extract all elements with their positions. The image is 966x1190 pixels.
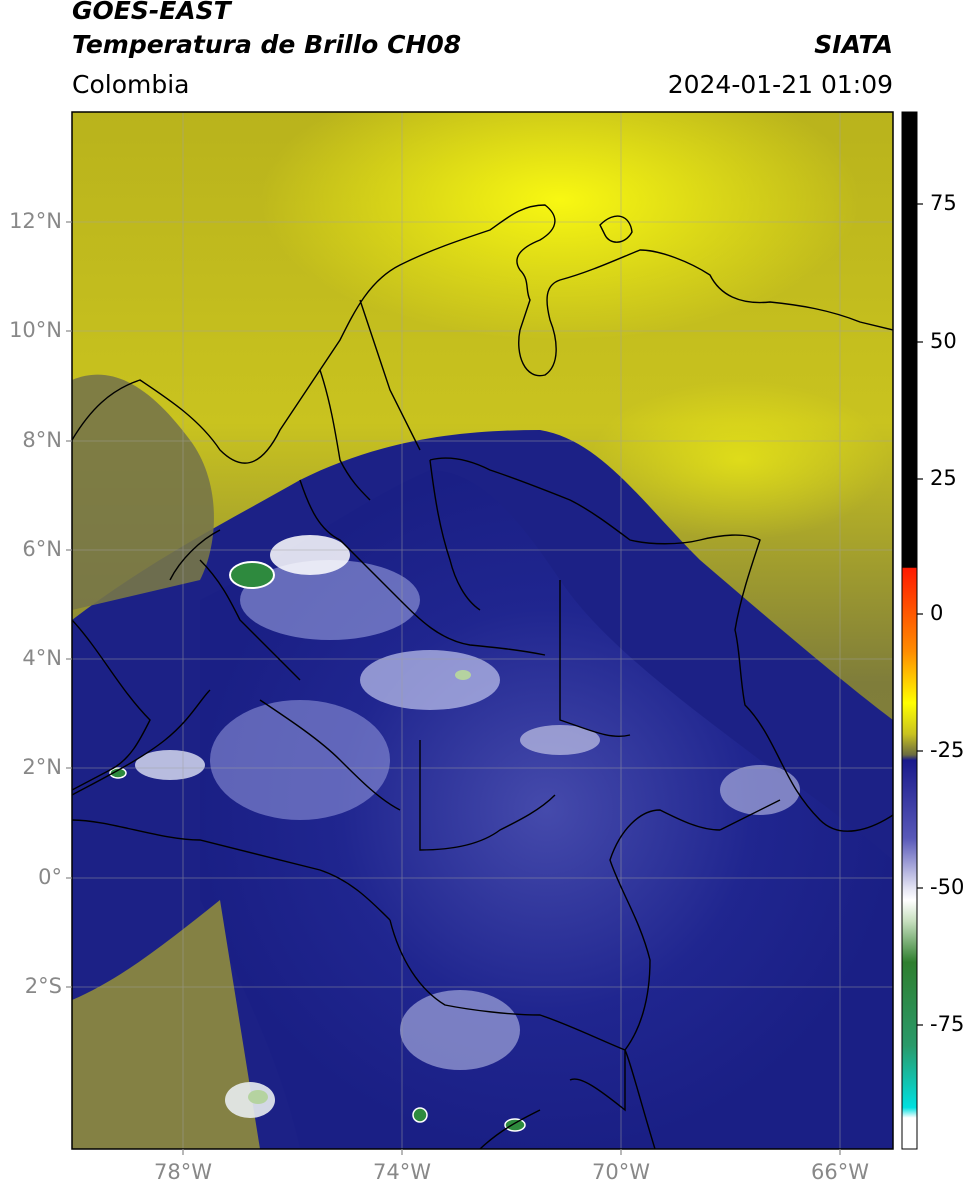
colorbar-label: 75: [930, 191, 957, 215]
colorbar-label: 50: [930, 329, 957, 353]
lat-label: 12°N: [9, 209, 62, 233]
lon-label: 70°W: [592, 1160, 650, 1184]
lon-label: 74°W: [373, 1160, 431, 1184]
colorbar-label: 0: [930, 601, 944, 625]
lon-label: 78°W: [154, 1160, 212, 1184]
lat-label: 10°N: [9, 318, 62, 342]
lat-label: 8°N: [22, 428, 62, 452]
region-label: Colombia: [72, 70, 190, 99]
lat-label: 6°N: [22, 537, 62, 561]
lat-label: 4°N: [22, 646, 62, 670]
source-label: SIATA: [814, 30, 893, 59]
product-title: Temperatura de Brillo CH08: [72, 30, 462, 59]
datetime-label: 2024-01-21 01:09: [667, 70, 893, 99]
satellite-title: GOES-EAST: [72, 0, 231, 25]
lon-label: 66°W: [811, 1160, 869, 1184]
lat-label: 2°S: [24, 974, 62, 998]
lat-label: 2°N: [22, 755, 62, 779]
lat-label: 0°: [38, 865, 62, 889]
colorbar-label: 25: [930, 466, 957, 490]
colorbar: [901, 111, 918, 1150]
colorbar-label: -75: [930, 1012, 965, 1036]
colorbar-label: -25: [930, 738, 965, 762]
colorbar-label: -50: [930, 875, 965, 899]
